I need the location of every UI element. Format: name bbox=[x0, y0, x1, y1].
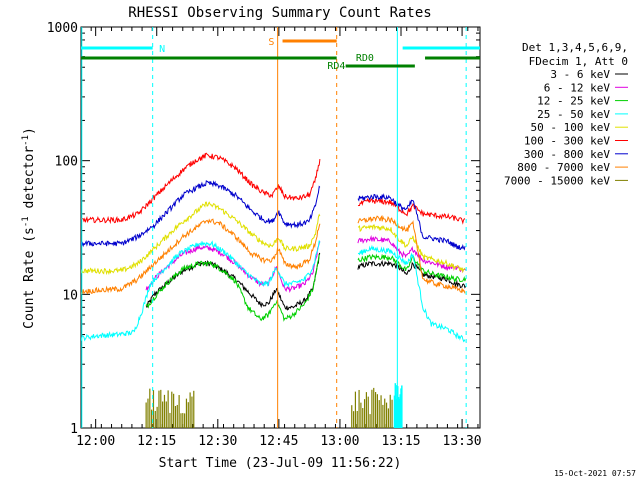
series-line bbox=[145, 252, 467, 311]
legend-entry-label: 100 - 300 keV bbox=[524, 135, 610, 148]
x-tick-label: 12:00 bbox=[76, 434, 115, 449]
legend-entry-label: 25 - 50 keV bbox=[537, 108, 610, 121]
y-axis-label: Count Rate (s-1 detector-1) bbox=[21, 127, 37, 329]
series-line bbox=[81, 214, 466, 295]
state-label-rd0: RD0 bbox=[356, 53, 374, 64]
series-25-50-spike bbox=[393, 383, 403, 428]
y-tick-label: 10 bbox=[62, 288, 78, 303]
legend-entry-label: 300 - 800 keV bbox=[524, 148, 610, 161]
series-line bbox=[145, 234, 466, 294]
legend-header: Det 1,3,4,5,6,9, bbox=[522, 41, 628, 54]
x-axis-label: Start Time (23-Jul-09 11:56:22) bbox=[159, 456, 402, 471]
x-tick-label: 12:45 bbox=[259, 434, 298, 449]
footer-timestamp: 15-Oct-2021 07:57 bbox=[554, 469, 636, 478]
legend-entry-label: 800 - 7000 keV bbox=[517, 161, 610, 174]
state-label-n: N bbox=[159, 44, 165, 55]
legend-entry-label: 3 - 6 keV bbox=[550, 68, 610, 81]
axes: 1 10 100 1000 12:00 12:15 12:30 12:45 13:00 13:15… bbox=[47, 21, 482, 449]
series-line bbox=[145, 253, 467, 322]
y-tick-label: 100 bbox=[55, 155, 78, 170]
series-7000-15000-block bbox=[145, 388, 195, 428]
series-7000-15000-block bbox=[351, 387, 393, 428]
x-tick-label: 13:00 bbox=[320, 434, 359, 449]
chart-title: RHESSI Observing Summary Count Rates bbox=[128, 5, 431, 21]
legend-entry-label: 12 - 25 keV bbox=[537, 95, 610, 108]
legend-entry-label: 7000 - 15000 keV bbox=[504, 174, 610, 187]
series-line bbox=[81, 152, 466, 225]
x-tick-label: 12:30 bbox=[198, 434, 237, 449]
legend-header: FDecim 1, Att 0 bbox=[529, 55, 628, 68]
x-tick-label: 12:15 bbox=[137, 434, 176, 449]
y-tick-label: 1 bbox=[70, 422, 78, 437]
series-line bbox=[81, 240, 466, 343]
series-line bbox=[81, 180, 466, 251]
plot-frame bbox=[80, 26, 481, 429]
annotation-layer: N S RD0 RD4 bbox=[81, 27, 480, 428]
state-label-rd4: RD4 bbox=[327, 61, 345, 72]
x-tick-label: 13:15 bbox=[381, 434, 420, 449]
state-label-s: S bbox=[268, 37, 274, 48]
legend-entry-label: 6 - 12 keV bbox=[544, 81, 611, 94]
series-line bbox=[81, 201, 466, 276]
series-layer bbox=[81, 152, 467, 428]
legend: Det 1,3,4,5,6,9,FDecim 1, Att 03 - 6 keV… bbox=[504, 41, 628, 187]
x-tick-label: 13:30 bbox=[443, 434, 482, 449]
y-tick-label: 1000 bbox=[47, 21, 78, 36]
legend-entry-label: 50 - 100 keV bbox=[531, 121, 611, 134]
